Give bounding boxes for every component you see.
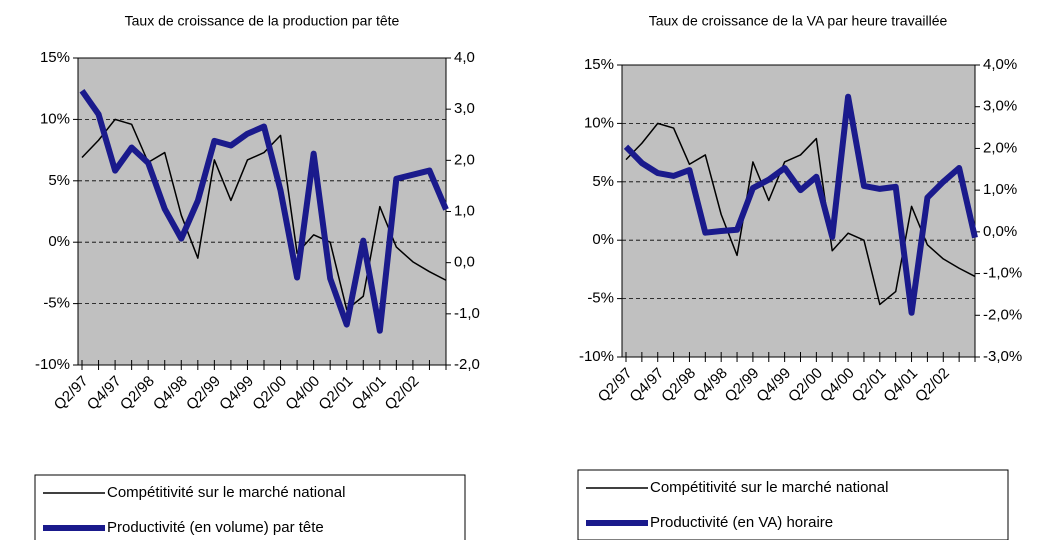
x-tick-label: Q2/99 [183, 373, 224, 414]
x-tick-label: Q2/00 [785, 365, 826, 406]
x-tick-label: Q2/98 [658, 365, 699, 406]
y2-tick-label: -1,0% [983, 265, 1022, 282]
y2-tick-label: -3,0% [983, 348, 1022, 365]
x-tick-label: Q4/98 [150, 373, 191, 414]
y2-tick-label: 4,0 [454, 49, 475, 66]
legend-label: Productivité (en VA) horaire [650, 514, 833, 531]
x-tick-label: Q2/01 [315, 373, 356, 414]
x-tick-label: Q4/98 [690, 365, 731, 406]
x-tick-label: Q4/01 [349, 373, 390, 414]
x-tick-label: Q4/97 [84, 373, 125, 414]
x-tick-label: Q2/99 [722, 365, 763, 406]
y-tick-label: -5% [43, 295, 70, 312]
chart-subtitle: Taux de croissance de la VA par heure tr… [649, 13, 948, 29]
y-tick-label: 15% [584, 56, 614, 73]
x-tick-label: Q4/00 [282, 373, 323, 414]
legend-label: Compétitivité sur le marché national [107, 484, 345, 501]
y-tick-label: -5% [587, 290, 614, 307]
y2-tick-label: -2,0% [983, 306, 1022, 323]
y-tick-label: 15% [40, 49, 70, 66]
x-tick-label: Q2/02 [382, 373, 423, 414]
y2-tick-label: 1,0 [454, 202, 475, 219]
y2-tick-label: 4,0% [983, 56, 1017, 73]
y-tick-label: 5% [592, 173, 614, 190]
y-tick-label: 0% [592, 231, 614, 248]
y2-tick-label: 0,0 [454, 254, 475, 271]
y2-tick-label: -2,0 [454, 356, 480, 373]
y2-tick-label: 3,0 [454, 100, 475, 117]
legend-label: Productivité (en volume) par tête [107, 519, 324, 536]
x-tick-label: Q2/01 [849, 365, 890, 406]
x-tick-label: Q2/98 [117, 373, 158, 414]
y2-tick-label: -1,0 [454, 305, 480, 322]
y-tick-label: -10% [35, 356, 70, 373]
legend-box [34, 474, 466, 540]
y2-tick-label: 0,0% [983, 223, 1017, 240]
y-tick-label: 10% [40, 110, 70, 127]
x-tick-label: Q4/01 [880, 365, 921, 406]
y2-tick-label: 2,0 [454, 151, 475, 168]
x-tick-label: Q4/99 [216, 373, 257, 414]
x-tick-label: Q2/97 [595, 365, 636, 406]
x-tick-label: Q4/97 [626, 365, 667, 406]
series-line [623, 93, 978, 316]
series-line [625, 122, 976, 306]
y2-tick-label: 2,0% [983, 139, 1017, 156]
series-line [81, 118, 447, 311]
y-tick-label: -10% [579, 348, 614, 365]
chart-subtitle: Taux de croissance de la production par … [125, 13, 400, 29]
x-tick-label: Q2/97 [51, 373, 92, 414]
legend-box [577, 469, 1009, 540]
series-line [79, 89, 449, 334]
y-tick-label: 0% [48, 233, 70, 250]
x-tick-label: Q4/00 [817, 365, 858, 406]
x-tick-label: Q2/02 [912, 365, 953, 406]
plot-area [621, 64, 976, 358]
legend-label: Compétitivité sur le marché national [650, 479, 888, 496]
y2-tick-label: 3,0% [983, 98, 1017, 115]
x-tick-label: Q4/99 [753, 365, 794, 406]
x-tick-label: Q2/00 [249, 373, 290, 414]
y2-tick-label: 1,0% [983, 181, 1017, 198]
y-tick-label: 10% [584, 114, 614, 131]
y-tick-label: 5% [48, 172, 70, 189]
